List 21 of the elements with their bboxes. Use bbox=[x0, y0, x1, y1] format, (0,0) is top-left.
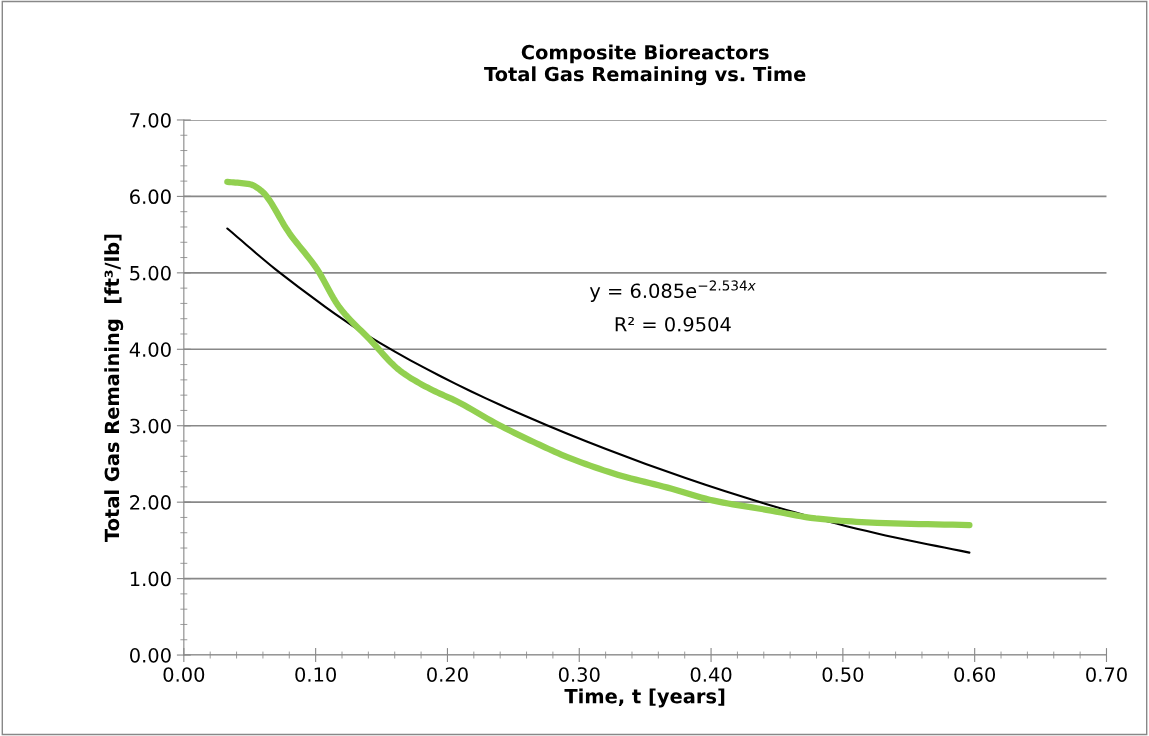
x-tick-label: 0.30 bbox=[558, 667, 600, 682]
x-axis-title: Time, t [years] bbox=[564, 688, 725, 708]
x-tick-label: 0.10 bbox=[295, 667, 336, 682]
y-tick-label: 7.00 bbox=[130, 112, 171, 128]
y-tick-label: 4.00 bbox=[129, 342, 171, 357]
annotation: R² = 0.9504 bbox=[615, 316, 731, 332]
y-axis-title: Total Gas Remaining [ft³/lb] bbox=[104, 234, 124, 542]
x-tick-label: 0.70 bbox=[1086, 667, 1127, 682]
y-tick-label: 6.00 bbox=[130, 189, 171, 205]
y-tick-label: 0.00 bbox=[130, 648, 171, 663]
chart-title: Composite Bioreactors Total Gas Remaining vs. Time bbox=[484, 44, 806, 86]
y-tick-label: 1.00 bbox=[130, 571, 171, 587]
annotation: y = 6.085e$^{−2.534x}$ bbox=[589, 280, 756, 302]
y-tick-label: 5.00 bbox=[130, 265, 171, 281]
y-tick-label: 2.00 bbox=[130, 495, 171, 510]
y-tick-label: 3.00 bbox=[130, 418, 171, 434]
x-tick-label: 0.00 bbox=[163, 667, 205, 682]
x-tick-label: 0.20 bbox=[427, 667, 468, 682]
x-tick-label: 0.60 bbox=[954, 667, 996, 682]
x-tick-label: 0.50 bbox=[822, 667, 864, 682]
x-tick-label: 0.40 bbox=[690, 667, 732, 682]
